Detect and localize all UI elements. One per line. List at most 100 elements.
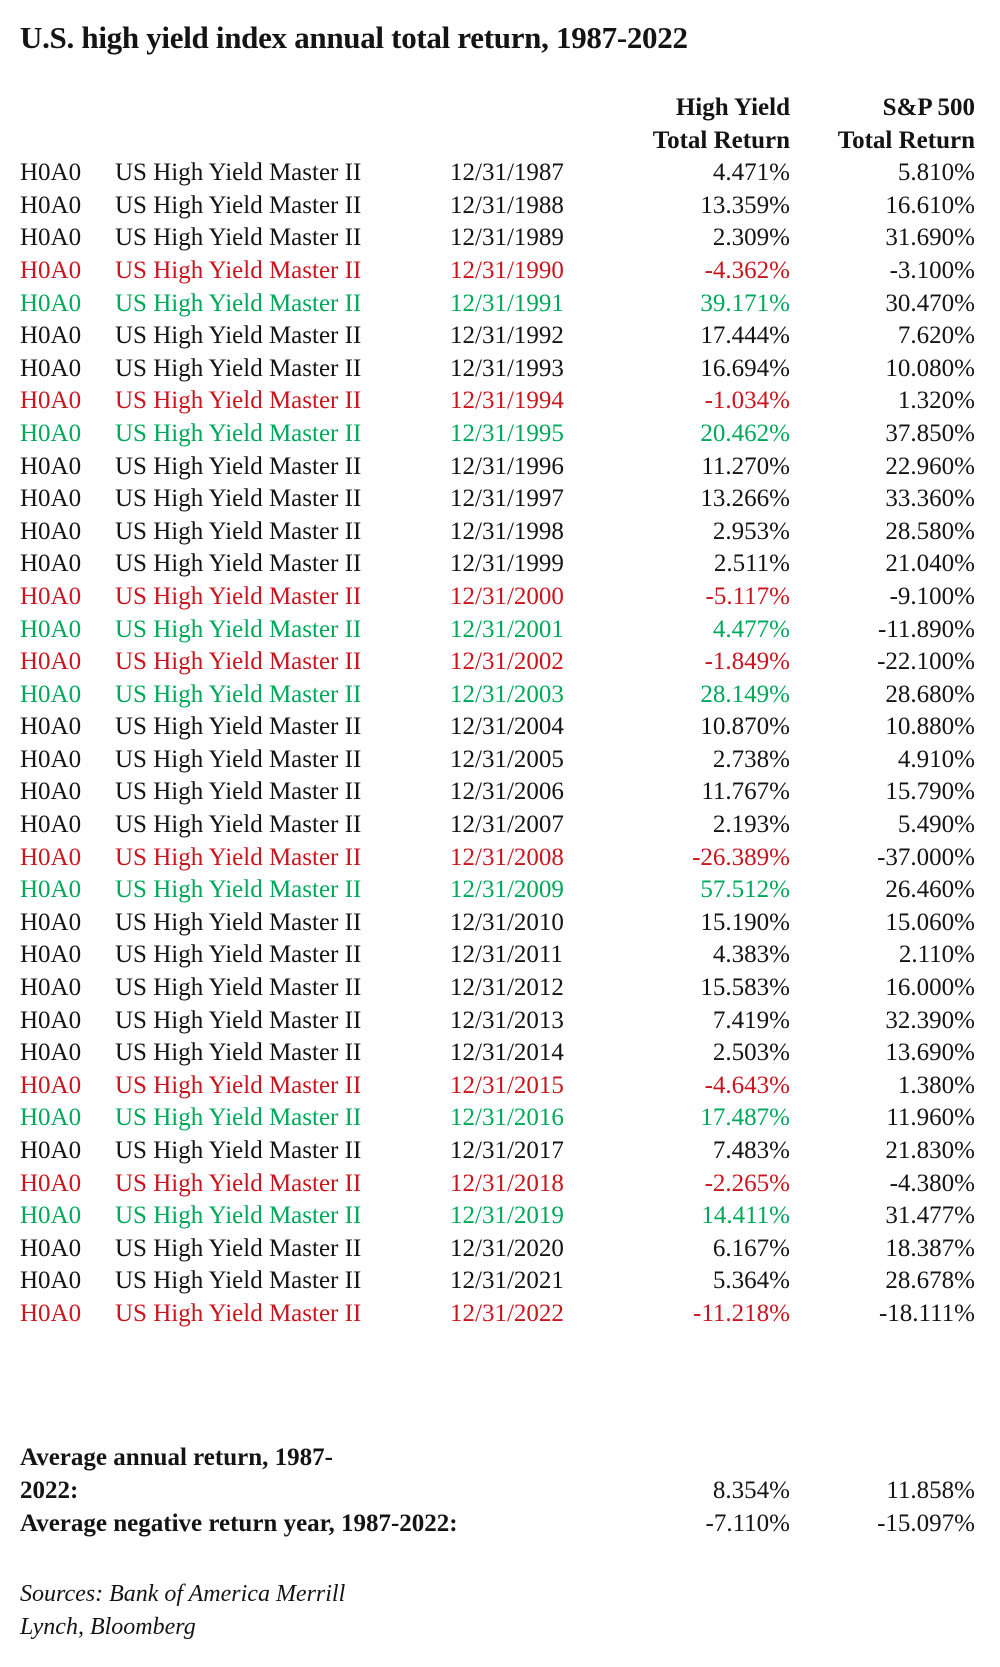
- table-row: H0A0 US High Yield Master II 12/31/2000 -5.…: [20, 581, 975, 614]
- table-row: H0A0 US High Yield Master II 12/31/1996 11.…: [20, 451, 975, 484]
- high-yield-return-cell: 57.512%: [700, 876, 790, 904]
- date-cell: 12/31/1994: [450, 387, 564, 415]
- summary-row-average-negative: Average negative return year, 1987-2022:…: [20, 1507, 975, 1540]
- sp500-return-cell: 28.580%: [885, 517, 975, 545]
- table-row: H0A0 US High Yield Master II 12/31/2014 2.5…: [20, 1037, 975, 1070]
- summary-average-annual-high-yield: 8.354%: [712, 1477, 790, 1504]
- name-cell: US High Yield Master II: [115, 1071, 362, 1099]
- sp500-return-cell: 15.790%: [885, 778, 975, 806]
- name-cell: US High Yield Master II: [115, 1006, 362, 1034]
- ticker-cell: H0A0: [20, 1071, 82, 1099]
- table-row: H0A0 US High Yield Master II 12/31/2017 7.4…: [20, 1135, 975, 1168]
- high-yield-return-cell: -5.117%: [705, 582, 790, 610]
- table-header-line1: High Yield S&P 500: [20, 92, 975, 125]
- name-cell: US High Yield Master II: [115, 615, 362, 643]
- table-row: H0A0 US High Yield Master II 12/31/2019 14.…: [20, 1200, 975, 1233]
- name-cell: US High Yield Master II: [115, 191, 362, 219]
- table-row: H0A0 US High Yield Master II 12/31/2005 2.7…: [20, 744, 975, 777]
- name-cell: US High Yield Master II: [115, 941, 362, 969]
- sp500-return-cell: -4.380%: [889, 1169, 975, 1197]
- table-row: H0A0 US High Yield Master II 12/31/2007 2.1…: [20, 809, 975, 842]
- table-row: H0A0 US High Yield Master II 12/31/2001 4.4…: [20, 614, 975, 647]
- ticker-cell: H0A0: [20, 1202, 82, 1230]
- table-row: H0A0 US High Yield Master II 12/31/2006 11.…: [20, 776, 975, 809]
- date-cell: 12/31/1998: [450, 517, 564, 545]
- summary-average-annual-label: Average annual return, 1987- 2022:: [20, 1444, 333, 1504]
- ticker-cell: H0A0: [20, 224, 82, 252]
- ticker-cell: H0A0: [20, 1137, 82, 1164]
- sources-note: Sources: Bank of America Merrill Lynch, …: [20, 1578, 345, 1644]
- table-row: H0A0 US High Yield Master II 12/31/2016 17.…: [20, 1102, 975, 1135]
- high-yield-return-cell: 2.738%: [712, 745, 790, 773]
- name-cell: US High Yield Master II: [115, 680, 362, 708]
- high-yield-return-cell: 4.471%: [712, 159, 790, 187]
- sp500-return-cell: 37.850%: [885, 419, 975, 447]
- table-row: H0A0 US High Yield Master II 12/31/1991 39.…: [20, 288, 975, 321]
- ticker-cell: H0A0: [20, 778, 82, 806]
- name-cell: US High Yield Master II: [115, 224, 362, 252]
- high-yield-return-cell: 15.190%: [700, 908, 790, 936]
- name-cell: US High Yield Master II: [115, 1104, 362, 1132]
- table-row: H0A0 US High Yield Master II 12/31/2020 6.1…: [20, 1233, 975, 1266]
- name-cell: US High Yield Master II: [115, 582, 362, 610]
- ticker-cell: H0A0: [20, 485, 82, 513]
- sp500-return-cell: 28.680%: [885, 680, 975, 708]
- name-cell: US High Yield Master II: [115, 452, 362, 480]
- name-cell: US High Yield Master II: [115, 550, 362, 578]
- date-cell: 12/31/1996: [450, 452, 564, 480]
- ticker-cell: H0A0: [20, 745, 82, 773]
- ticker-cell: H0A0: [20, 908, 82, 936]
- sp500-return-cell: 1.320%: [897, 387, 975, 415]
- name-cell: US High Yield Master II: [115, 1169, 362, 1197]
- high-yield-return-cell: 5.364%: [712, 1267, 790, 1295]
- table-row: H0A0 US High Yield Master II 12/31/2002 -1.…: [20, 646, 975, 679]
- date-cell: 12/31/2012: [450, 974, 564, 1002]
- name-cell: US High Yield Master II: [115, 1299, 362, 1327]
- date-cell: 12/31/1995: [450, 419, 564, 447]
- high-yield-return-cell: 2.953%: [712, 517, 790, 545]
- ticker-cell: H0A0: [20, 1006, 82, 1034]
- ticker-cell: H0A0: [20, 811, 82, 839]
- date-cell: 12/31/2011: [450, 941, 563, 969]
- name-cell: US High Yield Master II: [115, 387, 362, 415]
- sp500-return-cell: 31.690%: [885, 224, 975, 252]
- high-yield-return-cell: 28.149%: [700, 680, 790, 708]
- table-row: H0A0 US High Yield Master II 12/31/1999 2.5…: [20, 548, 975, 581]
- name-cell: US High Yield Master II: [115, 1267, 362, 1295]
- date-cell: 12/31/2013: [450, 1006, 564, 1034]
- high-yield-return-cell: 20.462%: [700, 419, 790, 447]
- sources-line: Lynch, Bloomberg: [20, 1614, 196, 1640]
- name-cell: US High Yield Master II: [115, 159, 362, 187]
- name-cell: US High Yield Master II: [115, 745, 362, 773]
- high-yield-return-cell: -2.265%: [704, 1169, 790, 1197]
- name-cell: US High Yield Master II: [115, 778, 362, 806]
- ticker-cell: H0A0: [20, 550, 82, 578]
- table-row: H0A0 US High Yield Master II 12/31/1993 16.…: [20, 353, 975, 386]
- sp500-return-cell: -18.111%: [878, 1299, 975, 1327]
- sp500-return-cell: -37.000%: [877, 843, 975, 871]
- header-high-yield-total-return: Total Return: [652, 126, 790, 154]
- sp500-return-cell: 7.620%: [897, 322, 975, 350]
- ticker-cell: H0A0: [20, 974, 82, 1002]
- name-cell: US High Yield Master II: [115, 354, 362, 382]
- high-yield-return-cell: 10.870%: [700, 713, 790, 741]
- name-cell: US High Yield Master II: [115, 648, 362, 676]
- ticker-cell: H0A0: [20, 876, 82, 904]
- ticker-cell: H0A0: [20, 419, 82, 447]
- sp500-return-cell: -3.100%: [889, 256, 975, 284]
- name-cell: US High Yield Master II: [115, 1039, 362, 1067]
- header-sp500-total-return: Total Return: [837, 126, 975, 154]
- name-cell: US High Yield Master II: [115, 713, 362, 741]
- sp500-return-cell: 21.830%: [885, 1137, 975, 1164]
- high-yield-return-cell: 13.359%: [700, 191, 790, 219]
- table-row: H0A0 US High Yield Master II 12/31/2003 28.…: [20, 679, 975, 712]
- sp500-return-cell: 10.080%: [885, 354, 975, 382]
- ticker-cell: H0A0: [20, 941, 82, 969]
- date-cell: 12/31/2019: [450, 1202, 564, 1230]
- name-cell: US High Yield Master II: [115, 843, 362, 871]
- page-title: U.S. high yield index annual total retur…: [20, 20, 688, 55]
- date-cell: 12/31/1997: [450, 485, 564, 513]
- table-body: H0A0 US High Yield Master II 12/31/1987 4.4…: [20, 157, 975, 1330]
- high-yield-return-cell: 2.193%: [712, 811, 790, 839]
- ticker-cell: H0A0: [20, 354, 82, 382]
